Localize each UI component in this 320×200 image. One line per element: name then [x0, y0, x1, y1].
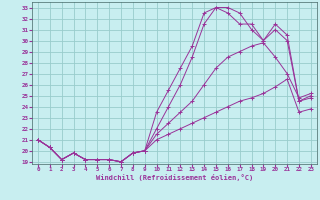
- X-axis label: Windchill (Refroidissement éolien,°C): Windchill (Refroidissement éolien,°C): [96, 174, 253, 181]
